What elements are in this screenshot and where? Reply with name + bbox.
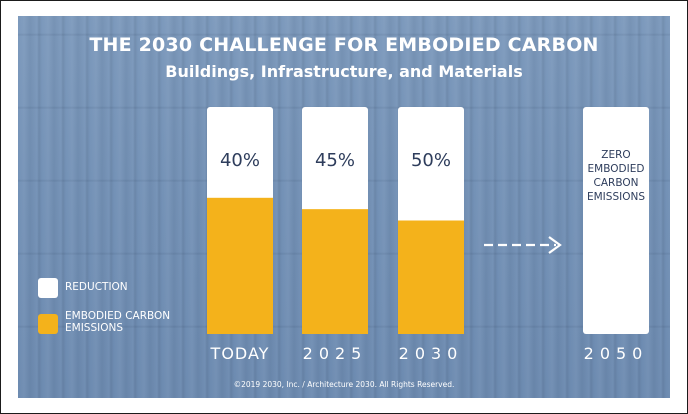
legend-label-embodied-carbon: EMBODIED CARBON EMISSIONS (65, 310, 171, 334)
category-label-today: TODAY (210, 344, 270, 363)
bar-reduction-2050 (583, 107, 649, 334)
bar-label-2050-line-4: EMISSIONS (587, 191, 645, 203)
category-label-2050: 2050 (584, 344, 649, 363)
bar-label-today: 40% (220, 150, 260, 171)
chart-panel: THE 2030 CHALLENGE FOR EMBODIED CARBON B… (18, 16, 670, 398)
bar-chart: 40% TODAY 45% 2025 50% 2030 ZERO EMBODIED CARBON… (207, 107, 649, 363)
bar-label-2050-line-2: EMBODIED (588, 163, 645, 175)
legend-swatch-reduction (38, 278, 58, 298)
bar-emissions-2025 (302, 209, 368, 334)
category-label-2030: 2030 (399, 344, 464, 363)
dashed-arrow-head (548, 236, 562, 254)
legend-label-reduction: REDUCTION (65, 281, 128, 293)
legend-swatch-embodied-carbon (38, 314, 58, 334)
copyright-notice: ©2019 2030, Inc. / Architecture 2030. Al… (233, 380, 455, 389)
chart-title: THE 2030 CHALLENGE FOR EMBODIED CARBON (89, 34, 599, 56)
chart-subtitle: Buildings, Infrastructure, and Materials (165, 62, 523, 81)
bar-label-2030: 50% (411, 150, 451, 171)
bar-label-2050-line-3: CARBON (594, 177, 639, 189)
bar-label-2025: 45% (315, 150, 355, 171)
bar-emissions-today (207, 197, 273, 334)
category-label-2025: 2025 (303, 344, 368, 363)
bar-label-2050-line-1: ZERO (601, 149, 630, 161)
bar-emissions-2030 (398, 220, 464, 334)
